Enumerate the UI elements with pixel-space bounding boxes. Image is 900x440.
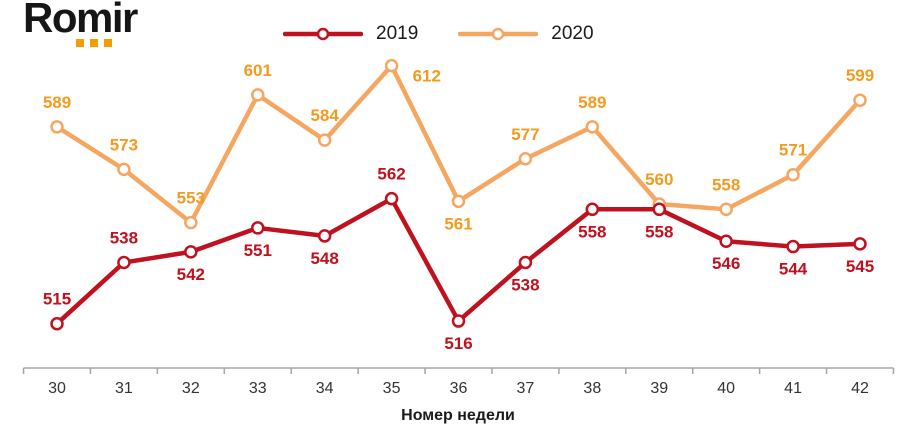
series-2019-data-label: 558 — [645, 222, 673, 241]
romir-logo: Romir — [23, 0, 138, 47]
series-2020-data-label: 558 — [712, 175, 740, 194]
x-axis-title: Номер недели — [401, 407, 515, 424]
series-2019-marker[interactable] — [317, 229, 332, 243]
x-tick-label: 41 — [784, 380, 802, 397]
logo-text: Romir — [23, 0, 138, 41]
series-2019-marker[interactable] — [251, 221, 265, 235]
series-2020-data-label: 553 — [177, 189, 205, 208]
legend-swatch-2019-icon — [283, 27, 363, 41]
series-2020-data-label: 573 — [110, 135, 138, 154]
series-2019-marker[interactable] — [786, 239, 800, 254]
series-2019-marker[interactable] — [719, 234, 733, 248]
series-2019-data-label: 542 — [177, 265, 205, 284]
x-tick-label: 36 — [450, 380, 468, 397]
series-2020-data-label: 561 — [444, 214, 472, 233]
series-2019-data-label: 562 — [377, 165, 405, 184]
series-2019-marker[interactable] — [585, 202, 600, 217]
series-2019-data-label: 516 — [444, 334, 472, 353]
series-2019-data-label: 544 — [779, 260, 808, 279]
logo-dot-icon — [90, 39, 98, 47]
series-2019-data-label: 546 — [712, 254, 740, 273]
x-tick-label: 31 — [115, 380, 133, 397]
series-2020-marker[interactable] — [384, 58, 399, 73]
series-2020-data-label: 571 — [779, 141, 807, 160]
series-2019-data-label: 545 — [846, 257, 874, 276]
series-2019-marker[interactable] — [652, 202, 666, 217]
series-2019-marker[interactable] — [384, 191, 399, 206]
series-2020-marker[interactable] — [117, 162, 131, 177]
series-2020-data-label: 577 — [511, 125, 539, 144]
x-tick-label: 35 — [383, 380, 401, 397]
series-2020-marker[interactable] — [719, 202, 733, 217]
series-2020-data-label: 589 — [578, 93, 606, 112]
series-2020-marker[interactable] — [585, 120, 600, 134]
series-2019-marker[interactable] — [518, 255, 533, 270]
x-tick-label: 33 — [249, 380, 267, 397]
series-2020-data-label: 584 — [310, 106, 339, 125]
series-2020-marker[interactable] — [518, 152, 533, 166]
series-2019-marker[interactable] — [184, 245, 198, 259]
series-2019-marker[interactable] — [117, 255, 131, 270]
legend-swatch-2020-icon — [458, 27, 539, 41]
chart-legend: 2019 2020 — [283, 23, 594, 45]
legend-item-2020[interactable]: 2020 — [458, 23, 594, 45]
series-2020-marker[interactable] — [251, 88, 265, 102]
x-tick-label: 39 — [650, 380, 668, 397]
logo-dot-icon — [104, 39, 112, 47]
series-2019-marker[interactable] — [50, 316, 64, 331]
series-2020-marker[interactable] — [853, 93, 867, 107]
series-2019-marker[interactable] — [451, 314, 466, 328]
logo-dots — [76, 39, 112, 47]
series-2019-data-label: 548 — [310, 249, 338, 268]
logo-dot-icon — [76, 39, 84, 47]
x-tick-label: 30 — [48, 380, 66, 397]
legend-label-2019: 2019 — [376, 23, 419, 44]
x-tick-label: 32 — [182, 380, 200, 397]
series-2020-data-label: 560 — [645, 170, 673, 189]
series-2019-data-label: 538 — [110, 229, 138, 248]
series-2020-data-label: 599 — [846, 66, 874, 85]
series-2019-marker[interactable] — [853, 237, 867, 251]
series-2020-marker[interactable] — [317, 133, 332, 147]
x-tick-label: 42 — [851, 380, 869, 397]
x-tick-label: 38 — [583, 380, 601, 397]
legend-item-2019[interactable]: 2019 — [283, 23, 418, 45]
series-2020-marker[interactable] — [50, 120, 64, 134]
legend-label-2020: 2020 — [551, 23, 594, 44]
series-2020-data-label: 589 — [43, 93, 71, 112]
series-2020-marker[interactable] — [451, 194, 466, 209]
series-2020-marker[interactable] — [786, 167, 800, 182]
series-2019-data-label: 558 — [578, 222, 606, 241]
series-2019-data-label: 538 — [511, 276, 539, 295]
x-tick-label: 34 — [316, 380, 334, 397]
x-tick-label: 40 — [717, 380, 735, 397]
series-2020-marker[interactable] — [184, 215, 198, 230]
series-2020-data-label: 601 — [244, 61, 272, 80]
series-2020-data-label: 612 — [413, 67, 441, 86]
series-2019-data-label: 551 — [244, 241, 272, 260]
series-2019-data-label: 515 — [43, 290, 71, 309]
x-tick-label: 37 — [517, 380, 535, 397]
